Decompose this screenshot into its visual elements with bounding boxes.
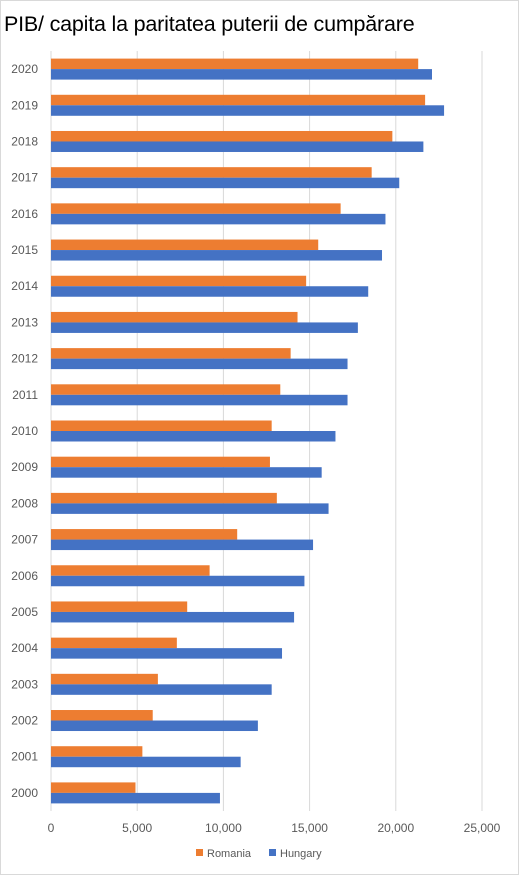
y-tick-label-2011: 2011 xyxy=(12,388,38,402)
y-tick-label-2019: 2019 xyxy=(11,98,38,112)
y-tick-label-2007: 2007 xyxy=(11,533,38,547)
y-tick-label-2016: 2016 xyxy=(11,207,38,221)
y-tick-label-2015: 2015 xyxy=(11,243,38,257)
bar-romania-2010 xyxy=(51,420,272,431)
x-tick-label-3: 15,000 xyxy=(291,821,328,835)
bar-hungary-2002 xyxy=(51,720,258,732)
x-tick-label-1: 5,000 xyxy=(122,821,152,835)
bar-romania-2012 xyxy=(51,348,291,359)
bar-hungary-2018 xyxy=(51,141,424,152)
bar-hungary-2005 xyxy=(51,611,295,623)
bar-hungary-2004 xyxy=(51,648,283,659)
bar-hungary-2020 xyxy=(51,69,432,80)
bar-hungary-2000 xyxy=(51,792,220,804)
bar-romania-2008 xyxy=(51,492,277,504)
y-tick-label-2002: 2002 xyxy=(11,714,38,728)
y-tick-label-2000: 2000 xyxy=(11,786,38,800)
y-tick-label-2012: 2012 xyxy=(11,352,38,366)
bar-hungary-2012 xyxy=(51,358,348,370)
y-tick-label-2006: 2006 xyxy=(11,569,38,583)
x-tick-label-0: 0 xyxy=(48,821,55,835)
y-tick-label-2018: 2018 xyxy=(11,134,38,148)
bar-romania-2020 xyxy=(51,58,419,70)
legend-swatch-hungary xyxy=(269,849,276,856)
bar-hungary-2006 xyxy=(51,575,305,587)
x-axis-labels: 0 5,000 10,000 15,000 20,000 25,000 xyxy=(48,821,501,835)
legend-label-romania: Romania xyxy=(207,848,252,860)
bar-romania-2019 xyxy=(51,94,426,106)
bar-hungary-2019 xyxy=(51,105,445,116)
y-tick-label-2013: 2013 xyxy=(11,315,38,329)
bar-romania-2015 xyxy=(51,239,319,251)
y-tick-label-2020: 2020 xyxy=(11,62,38,76)
y-tick-label-2001: 2001 xyxy=(11,750,38,764)
bar-hungary-2010 xyxy=(51,431,336,442)
bar-romania-2003 xyxy=(51,673,158,685)
x-tick-label-2: 10,000 xyxy=(205,821,242,835)
chart-title: PIB/ capita la paritatea puterii de cump… xyxy=(4,12,415,36)
bar-hungary-2015 xyxy=(51,250,383,261)
y-tick-label-2003: 2003 xyxy=(11,677,38,691)
bar-hungary-2011 xyxy=(51,394,348,406)
bar-romania-2013 xyxy=(51,311,298,323)
legend-swatch-romania xyxy=(196,849,203,856)
bar-romania-2001 xyxy=(51,746,143,757)
x-tick-label-5: 25,000 xyxy=(464,821,501,835)
bar-romania-2007 xyxy=(51,529,238,540)
bar-romania-2016 xyxy=(51,203,341,214)
y-tick-label-2009: 2009 xyxy=(11,460,38,474)
legend: Romania Hungary xyxy=(196,848,322,860)
bar-romania-2004 xyxy=(51,637,177,649)
bar-romania-2006 xyxy=(51,565,210,576)
y-tick-label-2010: 2010 xyxy=(11,424,38,438)
bar-romania-2011 xyxy=(51,384,281,395)
bar-hungary-2008 xyxy=(51,503,329,514)
bar-hungary-2001 xyxy=(51,756,241,768)
y-tick-label-2005: 2005 xyxy=(11,605,38,619)
y-axis-labels: 2020 2019 2018 2017 2016 2015 2014 2013 2012 2011… xyxy=(11,62,38,800)
y-tick-label-2004: 2004 xyxy=(11,641,38,655)
bar-hungary-2007 xyxy=(51,539,314,551)
bar-romania-2005 xyxy=(51,601,188,612)
bar-romania-2018 xyxy=(51,130,393,142)
y-tick-label-2014: 2014 xyxy=(11,279,38,293)
y-tick-label-2008: 2008 xyxy=(11,496,38,510)
bar-romania-2000 xyxy=(51,782,136,793)
bar-hungary-2003 xyxy=(51,684,272,695)
bar-romania-2009 xyxy=(51,456,270,468)
bar-romania-2017 xyxy=(51,167,372,178)
y-tick-label-2017: 2017 xyxy=(11,171,38,185)
bars xyxy=(51,58,445,804)
legend-label-hungary: Hungary xyxy=(280,848,322,860)
bar-hungary-2013 xyxy=(51,322,358,333)
bar-hungary-2016 xyxy=(51,213,386,225)
bar-romania-2014 xyxy=(51,275,307,287)
bar-hungary-2017 xyxy=(51,177,400,189)
bar-hungary-2014 xyxy=(51,286,369,297)
bar-hungary-2009 xyxy=(51,467,322,478)
bar-romania-2002 xyxy=(51,710,153,721)
x-tick-label-4: 20,000 xyxy=(377,821,414,835)
